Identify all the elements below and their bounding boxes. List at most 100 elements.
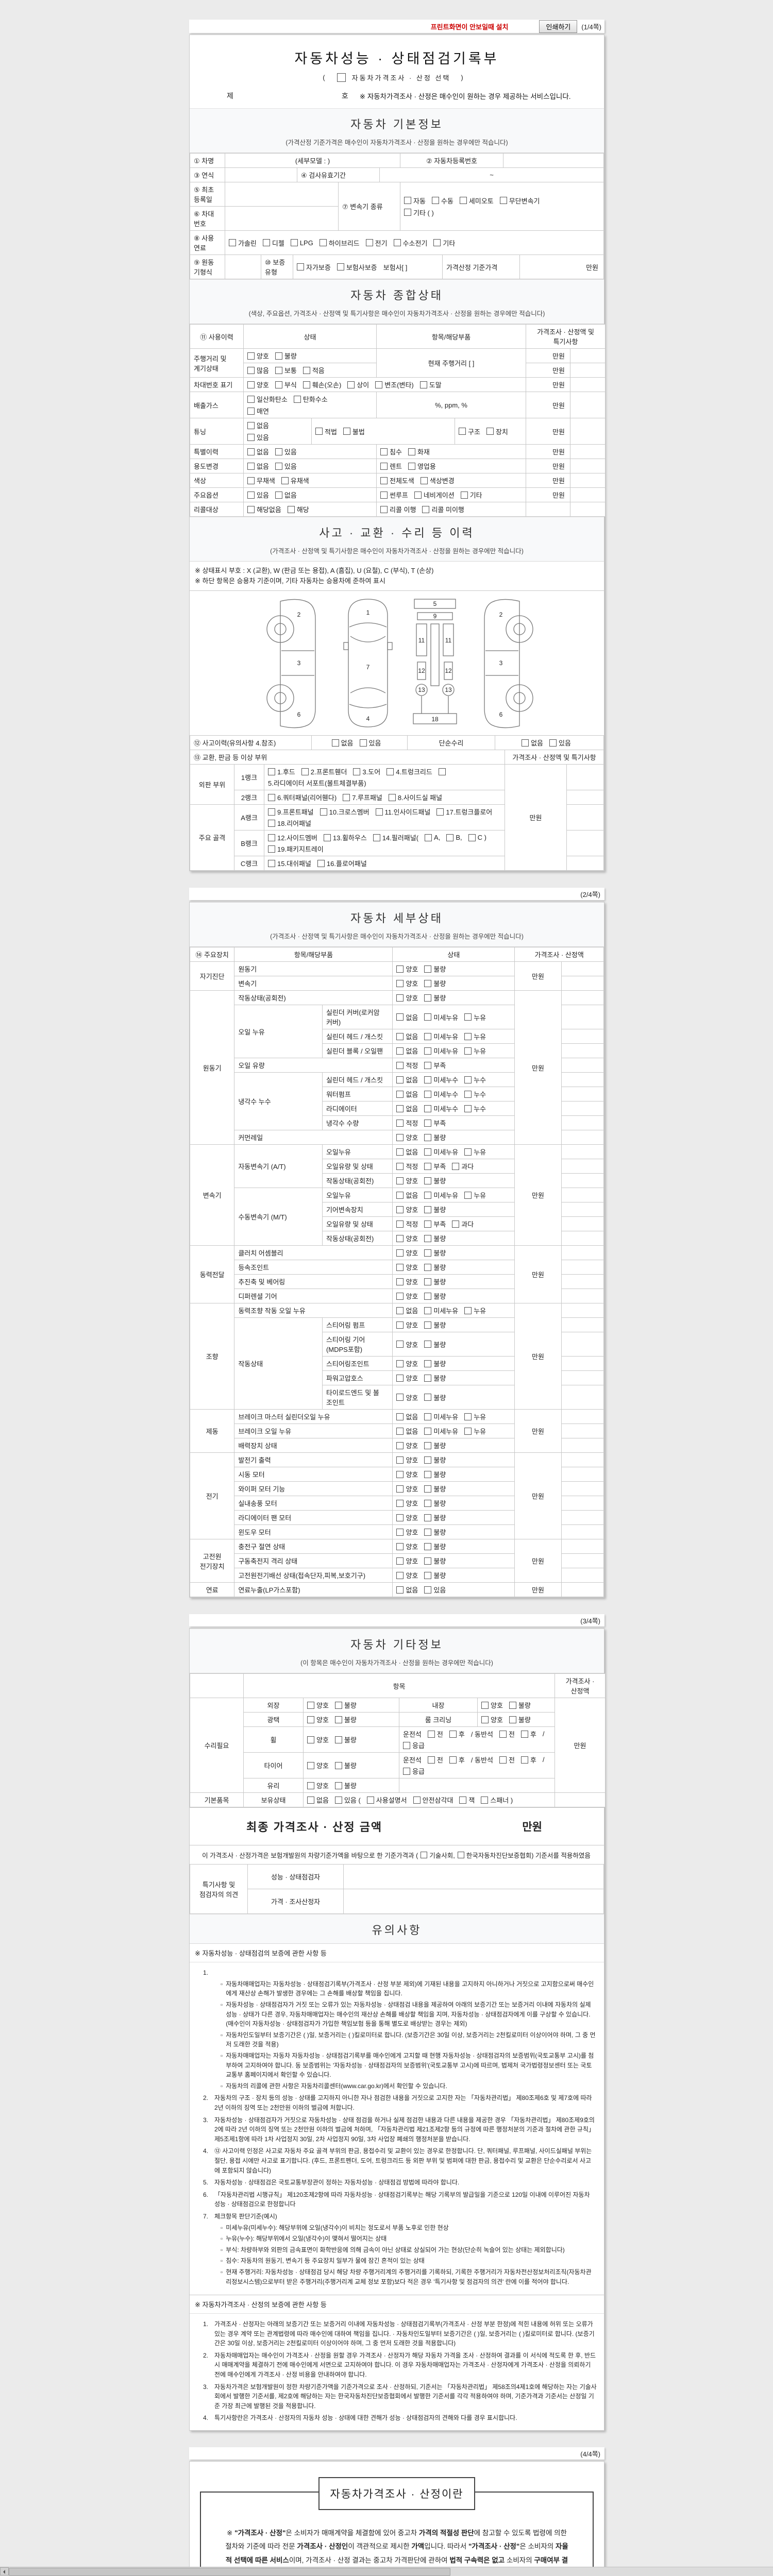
option-label: 불량 (433, 1375, 446, 1383)
text-segment: 가격조사 · 산정인 (297, 2543, 348, 2551)
checkbox (464, 1032, 472, 1040)
checkbox (247, 395, 255, 403)
scroll-left-button[interactable] (0, 2567, 9, 2575)
option-label: 불량 (433, 1514, 446, 1522)
checkbox (436, 808, 444, 816)
checkbox (396, 994, 404, 1002)
checkbox (396, 1090, 404, 1098)
col-header: 상태 (392, 947, 515, 962)
document-column: 프린트화면이 안보일때 설치 인쇄하기 (1/4쪽) 자동차성능 · 상태점검기… (189, 0, 606, 2576)
checkbox (307, 1716, 314, 1723)
state-options: 없음 있음 (243, 459, 377, 473)
blank-cell (561, 1115, 604, 1131)
section-title: 자동차 종합상태 (350, 289, 443, 302)
text-segment: 자율적 선택에 따른 서비스 (225, 2543, 568, 2564)
blank-cell (503, 153, 604, 168)
option-label: 전 (508, 1756, 515, 1765)
item-label: 충전구 절연 상태 (234, 1539, 393, 1554)
car-damage-diagram: 2 3 6 1 7 4 (190, 591, 604, 735)
option-label: 양호 (406, 1557, 418, 1566)
option-label: 있음 ( (344, 1797, 361, 1805)
option-label: 적정 (406, 1163, 418, 1171)
svg-text:13: 13 (445, 686, 452, 693)
checkbox (373, 834, 380, 841)
text-segment: 은 소비자가 매매계약을 체결함에 있어 중고차 (285, 2529, 419, 2537)
final-price-note: 이 가격조사 · 산정가격은 보험개발원의 차량기준가액을 바탕으로 한 기준가… (190, 1845, 604, 1865)
scrollbar-thumb[interactable] (9, 2568, 450, 2576)
option-label: 3.도어 (362, 768, 381, 776)
blank-cell (566, 764, 604, 791)
price-unit: 만원 (514, 1245, 562, 1304)
state-options: 양호 불량 (392, 1231, 515, 1246)
item-label: 배력장치 상태 (234, 1438, 393, 1453)
print-button[interactable]: 인쇄하기 (539, 20, 578, 33)
text-segment: ※ (227, 2529, 235, 2537)
option-label: 불량 (433, 1485, 446, 1494)
option-row: 양호 불량 (396, 1262, 511, 1272)
state-options: 없음 있음 (243, 444, 377, 459)
checkbox (396, 1341, 404, 1348)
option-row: 양호 불량 (396, 993, 511, 1003)
option-label: 불량 (433, 1500, 446, 1508)
checkbox (396, 1148, 404, 1156)
car-side-view-right: 2 3 6 (484, 599, 533, 728)
option-label: 불량 (433, 1456, 446, 1465)
option-row: 구조 장치 (459, 427, 522, 436)
checkbox (396, 1456, 404, 1464)
checkbox (424, 1528, 432, 1536)
row-label: 룸 크리닝 (399, 1712, 478, 1727)
device-group-label: 고전원 전기장치 (189, 1539, 235, 1583)
row-label: 주행거리 및 계기상태 (190, 348, 244, 378)
checkbox (275, 381, 282, 388)
checkbox (380, 491, 388, 499)
checkbox (424, 1499, 432, 1507)
checkbox (268, 819, 275, 827)
row-label: 특별이력 (190, 444, 244, 459)
option-label: 양호 (406, 1177, 418, 1185)
caution-item-text: 자동차의 구조 · 장치 등의 성능 · 상태를 고지하지 아니한 자나 점검한… (214, 2094, 592, 2111)
part-label: 작동상태(공회전) (322, 1231, 393, 1246)
mileage-cell: 현재 주행거리 [ ] (376, 348, 527, 378)
checkbox (449, 1730, 457, 1738)
checkbox (396, 1557, 404, 1565)
checkbox (509, 1716, 516, 1723)
option-row: 적정 부족 (396, 1060, 511, 1070)
page-indicator-1: (1/4쪽) (581, 23, 601, 31)
checkbox (334, 1716, 342, 1723)
blank-cell (561, 1409, 604, 1425)
option-label: 불량 (433, 1442, 446, 1450)
option-label: 보험사[ ] (383, 263, 408, 272)
checkbox (424, 1292, 432, 1300)
horizontal-scrollbar[interactable] (0, 2567, 773, 2576)
option-label: 매연 (257, 408, 269, 415)
option-label: 있음 (368, 739, 381, 748)
checkbox (268, 845, 275, 853)
option-label: 누유 (474, 1033, 486, 1041)
blank-cell (561, 1289, 604, 1304)
option-label: 가솔린 (238, 239, 257, 247)
part-label: 파워고압호스 (322, 1370, 393, 1386)
text-segment: "가격조사 · 산정" (234, 2529, 286, 2537)
price-unit: 만원 (514, 1452, 562, 1540)
checkbox (396, 1427, 404, 1435)
option-label: ( (323, 74, 327, 81)
option-row: 적법 불법 (315, 427, 451, 436)
blank-cell (561, 1332, 604, 1357)
option-label: 불량 (518, 1702, 531, 1710)
checkbox (464, 1047, 472, 1055)
section-subtitle: (가격조사 · 산정액 및 특기사항은 매수인이 자동차가격조사 · 산정을 원… (270, 933, 524, 941)
section-misc-info-header: 자동차 기타정보 (이 항목은 매수인이 자동차가격조사 · 산정을 원하는 경… (190, 1629, 604, 1674)
option-row: 없음 미세누유 누유 (396, 1031, 511, 1041)
device-group-label: 자기진단 (189, 961, 235, 991)
option-row: 양호 불량 (396, 1484, 511, 1494)
checkbox (438, 768, 446, 775)
option-label: 해당 (296, 506, 309, 514)
option-label: 양호 (406, 1500, 418, 1508)
checkbox (396, 1321, 404, 1329)
state-options: 없음 미세누유 누유 (392, 1043, 515, 1059)
blank-cell (225, 182, 339, 207)
option-label: 없음 (406, 1192, 418, 1200)
option-label: 양호 (406, 1529, 418, 1537)
checkbox (275, 448, 282, 455)
blank-cell (561, 1370, 604, 1386)
